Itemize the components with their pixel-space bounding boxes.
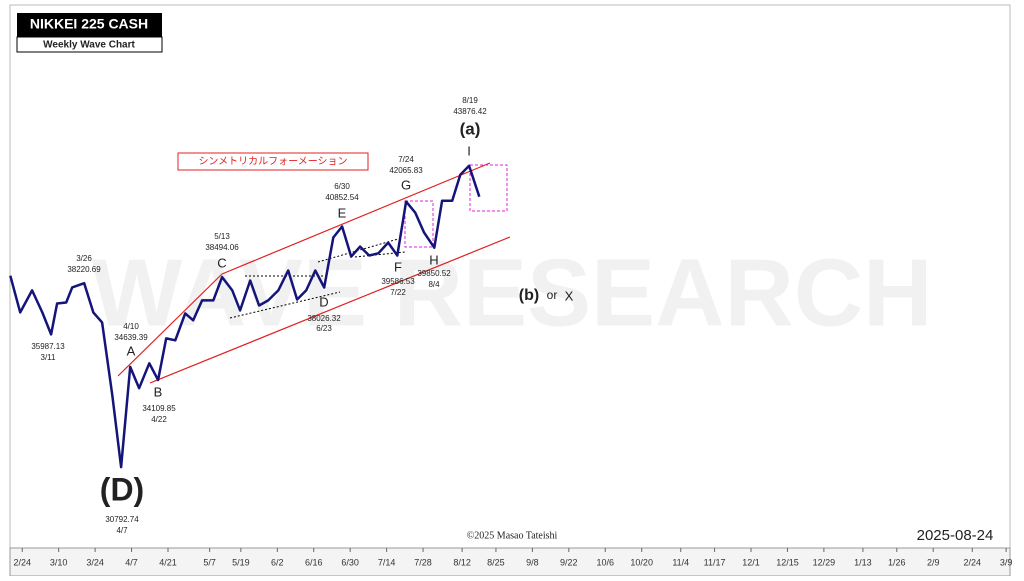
chart-title: NIKKEI 225 CASH xyxy=(30,16,148,32)
annotation: 6/30 xyxy=(334,182,350,191)
watermark: WAVE RESEARCH xyxy=(92,239,933,346)
x-tick-label: 11/17 xyxy=(704,557,726,567)
x-tick-label: 6/16 xyxy=(305,557,323,567)
annotation: 38220.69 xyxy=(67,265,101,274)
x-tick-label: 6/30 xyxy=(341,557,359,567)
annotation: 4/10 xyxy=(123,322,139,331)
wave-label: (D) xyxy=(100,471,144,507)
wave-label: E xyxy=(338,205,347,220)
x-tick-label: 2/24 xyxy=(963,557,981,567)
wave-label: (b) xyxy=(519,287,539,304)
wave-label: B xyxy=(154,384,163,399)
annotation: 3/26 xyxy=(76,254,92,263)
x-axis-band xyxy=(9,547,1011,577)
dotted-line xyxy=(229,291,341,319)
annotation: 8/19 xyxy=(462,96,478,105)
channel-line xyxy=(117,273,223,377)
highlight-box xyxy=(404,200,434,248)
annotation: 39586.53 xyxy=(381,277,415,286)
annotation: 7/24 xyxy=(398,155,414,164)
x-tick-label: 5/7 xyxy=(203,557,216,567)
annotation: 40852.54 xyxy=(325,193,359,202)
date-stamp: 2025-08-24 xyxy=(917,527,994,544)
annotation: 38026.32 xyxy=(307,314,341,323)
pattern-box xyxy=(177,152,369,171)
wave-label: C xyxy=(217,255,226,270)
channel-line xyxy=(149,236,511,384)
x-tick-label: 3/10 xyxy=(50,557,68,567)
annotation: 5/13 xyxy=(214,232,230,241)
highlight-box xyxy=(469,164,508,212)
x-tick-label: 2/24 xyxy=(13,557,31,567)
annotation: 42065.83 xyxy=(389,166,423,175)
annotation: 4/22 xyxy=(151,415,167,424)
wave-label: D xyxy=(319,294,328,309)
subtitle-box xyxy=(16,36,163,53)
chart-subtitle: Weekly Wave Chart xyxy=(43,40,135,51)
annotation: 8/4 xyxy=(428,280,440,289)
x-tick-label: 1/26 xyxy=(888,557,906,567)
annotation: 35987.13 xyxy=(31,342,65,351)
x-tick-label: 9/8 xyxy=(526,557,539,567)
wave-label: G xyxy=(401,177,411,192)
annotation: 39850.52 xyxy=(417,269,451,278)
plot-frame xyxy=(9,4,1011,549)
x-tick-label: 5/19 xyxy=(232,557,250,567)
x-tick-label: 10/6 xyxy=(596,557,614,567)
channel-line xyxy=(221,162,491,275)
x-tick-label: 7/28 xyxy=(414,557,432,567)
x-tick-label: 12/15 xyxy=(776,557,799,567)
wave-label: I xyxy=(467,143,471,158)
annotation: 43876.42 xyxy=(453,107,487,116)
x-tick-label: 4/7 xyxy=(125,557,138,567)
wave-label: H xyxy=(429,252,438,267)
wave-label: A xyxy=(127,343,136,358)
wave-label: X xyxy=(565,288,574,303)
x-tick-label: 6/2 xyxy=(271,557,284,567)
price-line xyxy=(9,164,481,469)
x-tick-label: 8/25 xyxy=(487,557,505,567)
x-tick-label: 11/4 xyxy=(672,557,689,567)
x-tick-label: 4/21 xyxy=(159,557,177,567)
annotation: 4/7 xyxy=(116,526,128,535)
pattern-label: シンメトリカルフォーメーション xyxy=(198,156,347,168)
wave-label: F xyxy=(394,259,402,274)
x-tick-label: 12/29 xyxy=(813,557,836,567)
annotation: 7/22 xyxy=(390,288,406,297)
copyright: ©2025 Masao Tateishi xyxy=(467,530,558,541)
x-tick-label: 1/13 xyxy=(854,557,872,567)
x-tick-label: 2/9 xyxy=(927,557,940,567)
x-tick-label: 9/22 xyxy=(560,557,578,567)
annotation: 6/23 xyxy=(316,324,332,333)
annotation: 34639.39 xyxy=(114,333,148,342)
annotation: 34109.85 xyxy=(142,404,176,413)
x-tick-label: 8/12 xyxy=(453,557,471,567)
annotation: 3/11 xyxy=(41,353,57,362)
x-tick-label: 3/9 xyxy=(1000,557,1013,567)
annotation: 30792.74 xyxy=(105,515,139,524)
x-tick-label: 10/20 xyxy=(630,557,653,567)
x-tick-label: 12/1 xyxy=(742,557,760,567)
wave-label: (a) xyxy=(460,119,481,138)
title-box xyxy=(17,13,162,37)
annotation: 38494.06 xyxy=(205,243,239,252)
annotation: or xyxy=(547,288,558,302)
x-tick-label: 7/14 xyxy=(378,557,396,567)
x-tick-label: 3/24 xyxy=(86,557,104,567)
